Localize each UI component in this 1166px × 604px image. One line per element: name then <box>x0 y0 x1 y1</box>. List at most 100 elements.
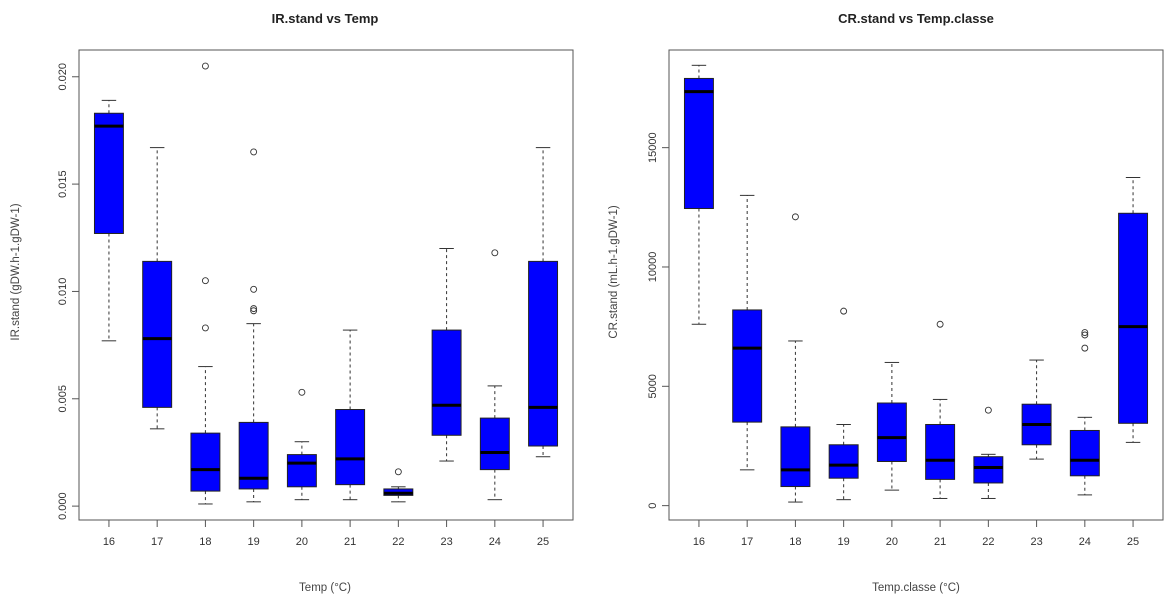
y-tick-label: 0.010 <box>57 278 69 306</box>
box-25 <box>528 147 559 458</box>
box-iqr <box>93 112 124 234</box>
x-tick-label: 23 <box>1030 536 1042 548</box>
y-tick-label: 0.015 <box>57 170 69 198</box>
box-20 <box>286 388 317 501</box>
y-tick-label: 0 <box>647 503 659 509</box>
box-18 <box>190 62 221 505</box>
outlier-point <box>1081 331 1089 339</box>
x-tick-label: 24 <box>1079 536 1091 548</box>
y-axis-label: CR.stand (mL.h-1.gDW-1) <box>608 205 620 339</box>
x-tick-label: 22 <box>392 536 404 548</box>
box-23 <box>1021 359 1052 460</box>
x-tick-label: 18 <box>789 536 801 548</box>
outlier-point <box>250 285 258 293</box>
box-iqr <box>973 456 1004 484</box>
y-tick-label: 0.005 <box>57 385 69 413</box>
outlier-point <box>394 468 402 476</box>
outlier-point <box>201 277 209 285</box>
box-20 <box>876 361 907 491</box>
box-16 <box>683 64 714 325</box>
outlier-point <box>250 307 258 315</box>
x-tick-label: 17 <box>741 536 753 548</box>
x-tick-label: 25 <box>1127 536 1139 548</box>
outlier-point <box>984 406 992 414</box>
x-tick-label: 19 <box>838 536 850 548</box>
box-iqr <box>1118 212 1149 424</box>
x-tick-label: 25 <box>537 536 549 548</box>
box-iqr <box>732 309 763 423</box>
box-iqr <box>190 432 221 492</box>
chart-title: CR.stand vs Temp.classe <box>838 11 994 26</box>
outlier-point <box>1081 329 1089 337</box>
box-iqr <box>1069 429 1100 477</box>
x-tick-label: 21 <box>934 536 946 548</box>
outlier-point <box>250 148 258 156</box>
x-tick-label: 17 <box>151 536 163 548</box>
box-iqr <box>683 77 714 210</box>
outlier-point <box>936 320 944 328</box>
y-tick-label: 10000 <box>647 252 659 283</box>
outlier-point <box>250 305 258 313</box>
box-iqr <box>479 417 510 471</box>
x-tick-label: 24 <box>489 536 501 548</box>
box-iqr <box>431 329 462 436</box>
box-23 <box>431 248 462 462</box>
outlier-point <box>491 249 499 257</box>
box-24 <box>479 249 510 501</box>
x-axis-label: Temp.classe (°C) <box>872 582 960 594</box>
box-iqr <box>142 260 173 408</box>
box-24 <box>1069 329 1100 496</box>
x-tick-label: 19 <box>248 536 260 548</box>
outlier-point <box>201 62 209 70</box>
box-iqr <box>828 444 859 479</box>
box-17 <box>732 194 763 471</box>
box-25 <box>1118 176 1149 443</box>
outlier-point <box>201 324 209 332</box>
x-tick-label: 22 <box>982 536 994 548</box>
plot-frame <box>668 49 1164 521</box>
box-19 <box>238 148 269 503</box>
y-tick-label: 5000 <box>647 374 659 398</box>
box-iqr <box>335 409 366 486</box>
x-tick-label: 23 <box>440 536 452 548</box>
x-tick-label: 21 <box>344 536 356 548</box>
box-iqr <box>528 260 559 447</box>
box-18 <box>780 213 811 503</box>
chart-title: IR.stand vs Temp <box>272 11 379 26</box>
box-iqr <box>286 454 317 488</box>
x-tick-label: 16 <box>103 536 115 548</box>
box-19 <box>828 307 859 501</box>
x-tick-label: 20 <box>886 536 898 548</box>
box-21 <box>335 329 366 501</box>
y-axis: 0 5000 10000 15000 <box>647 132 669 509</box>
outlier-point <box>840 307 848 315</box>
chart-ir-stand: IR.stand vs Temp 16 17 18 19 20 21 22 23 24 25 0.… <box>10 11 574 594</box>
outlier-point <box>791 213 799 221</box>
y-tick-label: 0.020 <box>57 63 69 91</box>
x-axis-label: Temp (°C) <box>299 582 351 594</box>
x-tick-label: 20 <box>296 536 308 548</box>
box-16 <box>93 99 124 342</box>
x-axis: 16 17 18 19 20 21 22 23 24 25 <box>103 520 549 548</box>
plot-frame <box>78 49 574 521</box>
box-iqr <box>876 402 907 462</box>
box-iqr <box>780 426 811 488</box>
box-iqr <box>925 423 956 480</box>
x-tick-label: 18 <box>199 536 211 548</box>
y-axis-label: IR.stand (gDW.h-1.gDW-1) <box>10 203 22 340</box>
box-21 <box>925 320 956 499</box>
x-axis: 16 17 18 19 20 21 22 23 24 25 <box>693 520 1139 548</box>
outlier-point <box>1081 344 1089 352</box>
y-axis: 0.000 0.005 0.010 0.015 0.020 <box>57 63 79 520</box>
box-22 <box>973 406 1004 499</box>
outlier-point <box>298 388 306 396</box>
box-22 <box>383 468 414 503</box>
chart-cr-stand: CR.stand vs Temp.classe 16 17 18 19 20 21 22 23… <box>608 11 1164 594</box>
plot-marks <box>93 62 559 505</box>
box-17 <box>142 147 173 430</box>
y-tick-label: 0.000 <box>57 492 69 520</box>
y-tick-label: 15000 <box>647 132 659 163</box>
plot-marks <box>683 64 1149 503</box>
